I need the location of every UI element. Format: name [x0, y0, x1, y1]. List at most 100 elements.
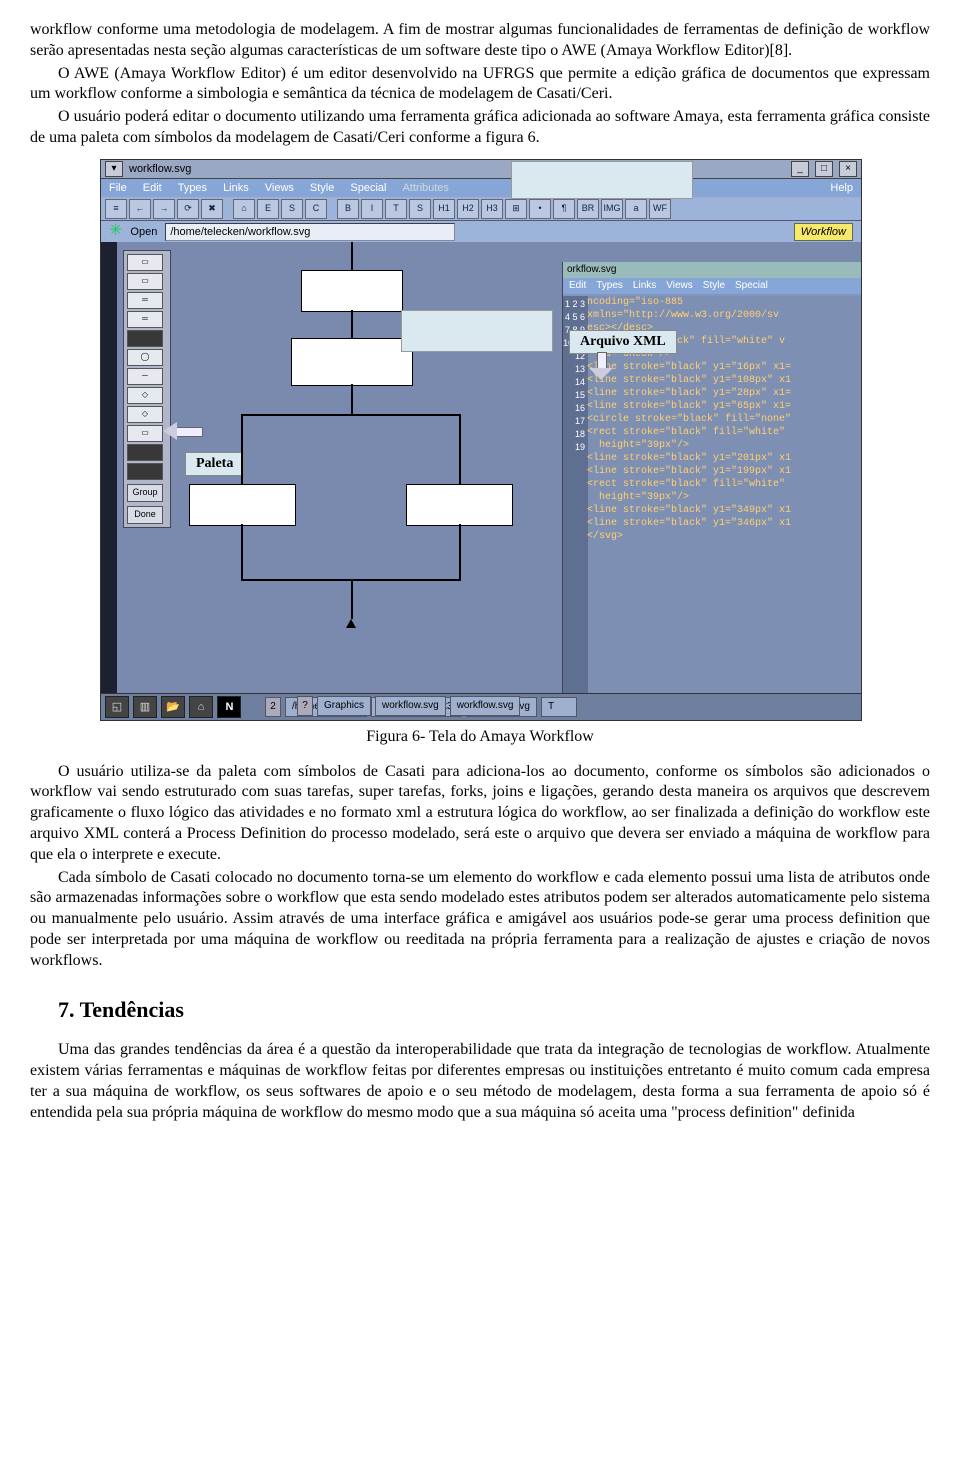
menu-views[interactable]: Views [265, 181, 294, 195]
amaya-screenshot: ▾ workflow.svg _ □ × File Edit Types Lin… [100, 159, 862, 721]
xml-source-panel: orkflow.svg Edit Types Links Views Style… [562, 262, 861, 694]
end-icon [346, 619, 356, 628]
paragraph-4: O usuário utiliza-se da paleta com símbo… [30, 762, 930, 866]
menu-help[interactable]: Help [830, 181, 853, 195]
window-titlebar: ▾ workflow.svg _ □ × [101, 160, 861, 179]
xml-menubar: Edit Types Links Views Style Special [563, 278, 861, 294]
sysmenu-icon[interactable]: ▾ [105, 161, 123, 177]
task-slot[interactable]: T [541, 697, 577, 717]
xml-menu-links[interactable]: Links [633, 279, 656, 292]
redaction-box [511, 161, 693, 199]
node[interactable] [406, 484, 513, 526]
toolbar-button[interactable]: I [361, 199, 383, 219]
toolbar-button[interactable]: T [385, 199, 407, 219]
xml-menu-types[interactable]: Types [596, 279, 623, 292]
xml-menu-style[interactable]: Style [703, 279, 725, 292]
menu-style[interactable]: Style [310, 181, 334, 195]
toolbar-button[interactable]: H2 [457, 199, 479, 219]
toolbar-button[interactable]: C [305, 199, 327, 219]
xml-titlebar: orkflow.svg [563, 262, 861, 278]
task-slot[interactable]: Graphics [317, 696, 371, 716]
menu-attributes[interactable]: Attributes [402, 181, 448, 195]
node[interactable] [189, 484, 296, 526]
toolbar-button[interactable]: S [281, 199, 303, 219]
taskbar-icon[interactable]: ◱ [105, 696, 129, 718]
palette-done-button[interactable]: Done [127, 506, 163, 524]
palette-item[interactable]: ◇ [127, 406, 163, 423]
palette-group-button[interactable]: Group [127, 484, 163, 502]
palette-item[interactable]: ▭ [127, 254, 163, 271]
menu-file[interactable]: File [109, 181, 127, 195]
close-button[interactable]: × [839, 161, 857, 177]
toolbar-button[interactable]: B [337, 199, 359, 219]
palette-item[interactable]: ▭ [127, 425, 163, 442]
taskbar-icon[interactable]: 📂 [161, 696, 185, 718]
menu-types[interactable]: Types [178, 181, 207, 195]
node[interactable] [291, 338, 413, 386]
task-slot[interactable]: workflow.svg [450, 696, 521, 716]
toolbar-button[interactable]: H3 [481, 199, 503, 219]
address-row: ✳ Open /home/telecken/workflow.svg Workf… [101, 221, 861, 244]
toolbar-button[interactable]: ⊞ [505, 199, 527, 219]
open-label: Open [130, 225, 157, 239]
task-slot[interactable]: workflow.svg [375, 696, 446, 716]
toolbar-button[interactable]: a [625, 199, 647, 219]
palette-item[interactable]: ◇ [127, 387, 163, 404]
paragraph-3: O usuário poderá editar o documento util… [30, 107, 930, 149]
line-gutter: 1 2 3 4 5 6 7 8 9 10 11 12 13 14 15 16 1… [563, 296, 588, 694]
menu-links[interactable]: Links [223, 181, 249, 195]
annotation-arrow-down [589, 352, 613, 380]
section-heading: 7. Tendências [58, 996, 930, 1025]
figure-caption: Figura 6- Tela do Amaya Workflow [30, 727, 930, 748]
maximize-button[interactable]: □ [815, 161, 833, 177]
toolbar-button[interactable]: ⟳ [177, 199, 199, 219]
taskbar-icon[interactable]: ▥ [133, 696, 157, 718]
left-strip [101, 242, 117, 694]
desk-num[interactable]: 2 [265, 697, 281, 717]
minimize-button[interactable]: _ [791, 161, 809, 177]
url-input[interactable]: /home/telecken/workflow.svg [165, 223, 455, 241]
paragraph-6: Uma das grandes tendências da área é a q… [30, 1040, 930, 1123]
toolbar-button[interactable]: ⌂ [233, 199, 255, 219]
toolbar-button[interactable]: → [153, 199, 175, 219]
amaya-logo-icon: ✳ [109, 221, 122, 242]
toolbar-button[interactable]: E [257, 199, 279, 219]
toolbar-button[interactable]: ✖ [201, 199, 223, 219]
paragraph-5: Cada símbolo de Casati colocado no docum… [30, 868, 930, 972]
menu-bar: File Edit Types Links Views Style Specia… [101, 179, 861, 197]
palette-item[interactable] [127, 444, 163, 461]
paragraph-2: O AWE (Amaya Workflow Editor) é um edito… [30, 64, 930, 106]
annotation-arquivo-xml: Arquivo XML [569, 330, 677, 354]
xml-menu-edit[interactable]: Edit [569, 279, 586, 292]
taskbar-icon[interactable]: ⌂ [189, 696, 213, 718]
toolbar-button[interactable]: ≡ [105, 199, 127, 219]
palette-item[interactable]: ◯ [127, 349, 163, 366]
palette-item[interactable]: ═ [127, 292, 163, 309]
node[interactable] [301, 270, 403, 312]
window-title: workflow.svg [129, 162, 191, 176]
xml-menu-special[interactable]: Special [735, 279, 768, 292]
xml-menu-views[interactable]: Views [666, 279, 693, 292]
menu-edit[interactable]: Edit [143, 181, 162, 195]
menu-special[interactable]: Special [350, 181, 386, 195]
netscape-icon[interactable]: N [217, 696, 241, 718]
palette-item[interactable]: ─ [127, 368, 163, 385]
desk-num[interactable]: ? [297, 696, 313, 716]
redaction-box [401, 310, 553, 352]
toolbar-button[interactable]: WF [649, 199, 671, 219]
toolbar: ≡←→⟳✖⌂ESCBITSH1H2H3⊞•¶BRIMGaWF [101, 197, 861, 221]
palette-item[interactable] [127, 330, 163, 347]
toolbar-button[interactable]: IMG [601, 199, 623, 219]
toolbar-button[interactable]: S [409, 199, 431, 219]
xml-title: orkflow.svg [567, 263, 616, 276]
toolbar-button[interactable]: BR [577, 199, 599, 219]
workflow-badge: Workflow [794, 223, 853, 241]
toolbar-button[interactable]: ¶ [553, 199, 575, 219]
toolbar-button[interactable]: ← [129, 199, 151, 219]
toolbar-button[interactable]: • [529, 199, 551, 219]
palette-item[interactable]: ▭ [127, 273, 163, 290]
palette-item[interactable]: ═ [127, 311, 163, 328]
toolbar-button[interactable]: H1 [433, 199, 455, 219]
symbol-palette[interactable]: ▭ ▭ ═ ═ ◯ ─ ◇ ◇ ▭ Group Done [123, 250, 171, 528]
palette-item[interactable] [127, 463, 163, 480]
